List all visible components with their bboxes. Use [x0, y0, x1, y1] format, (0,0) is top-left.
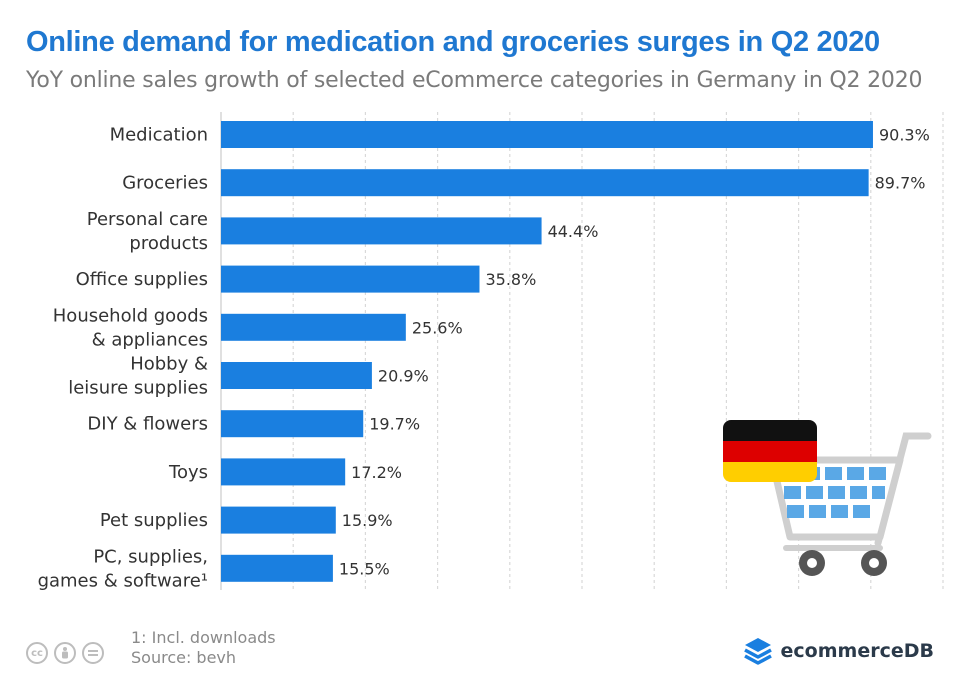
data-label: 20.9%: [378, 367, 429, 386]
footnotes: 1: Incl. downloads Source: bevh: [131, 628, 276, 668]
bars: 90.3% Medication 89.7% Groceries 44.4% Person…: [38, 121, 930, 591]
category-label: products: [129, 233, 208, 254]
bar: [221, 362, 372, 389]
shopping-cart-illustration: [723, 420, 932, 576]
license-icons: cc: [26, 642, 104, 664]
brand[interactable]: ecommerceDB: [743, 636, 934, 666]
data-label: 19.7%: [369, 415, 420, 434]
data-label: 17.2%: [351, 463, 402, 482]
data-label: 89.7%: [875, 174, 926, 193]
data-label: 35.8%: [485, 270, 536, 289]
chart-title: Online demand for medication and groceri…: [26, 26, 880, 58]
bar: [221, 217, 542, 245]
category-label: DIY & flowers: [87, 414, 208, 435]
bar: [221, 410, 364, 438]
bar-chart: 90.3% Medication 89.7% Groceries 44.4% Person…: [38, 112, 944, 591]
footer: cc 1: Incl. downloads Source: bevh ecomm…: [0, 620, 960, 684]
bar: [221, 554, 333, 582]
category-label: Toys: [168, 462, 208, 483]
cc-icon[interactable]: cc: [26, 642, 48, 664]
category-label: Hobby &: [130, 354, 208, 375]
bar: [221, 506, 336, 534]
data-label: 15.5%: [339, 559, 390, 578]
category-label: Medication: [110, 125, 208, 146]
data-label: 15.9%: [342, 511, 393, 530]
category-label: Groceries: [122, 173, 208, 194]
category-label: PC, supplies,: [93, 546, 208, 567]
footnote: 1: Incl. downloads: [131, 628, 276, 647]
category-label: Pet supplies: [100, 510, 208, 531]
data-label: 25.6%: [412, 318, 463, 337]
bar: [221, 121, 873, 148]
brand-name: ecommerceDB: [780, 640, 934, 662]
germany-flag-icon: [723, 420, 817, 482]
source-note: Source: bevh: [131, 648, 237, 667]
category-label: Office supplies: [76, 269, 208, 290]
chart-subtitle: YoY online sales growth of selected eCom…: [26, 68, 923, 93]
bar: [221, 313, 406, 341]
attribution-icon[interactable]: [54, 642, 76, 664]
data-label: 90.3%: [879, 126, 930, 145]
category-label: Household goods: [53, 305, 208, 326]
bar: [221, 265, 480, 293]
no-derivatives-icon[interactable]: [82, 642, 104, 664]
category-label: games & software¹: [38, 570, 208, 591]
category-label: & appliances: [92, 329, 208, 350]
ecommercedb-logo-icon: [743, 638, 772, 665]
bar: [221, 169, 869, 197]
data-label: 44.4%: [548, 222, 599, 241]
category-label: leisure supplies: [68, 378, 208, 399]
bar: [221, 458, 346, 486]
category-label: Personal care: [87, 209, 208, 230]
